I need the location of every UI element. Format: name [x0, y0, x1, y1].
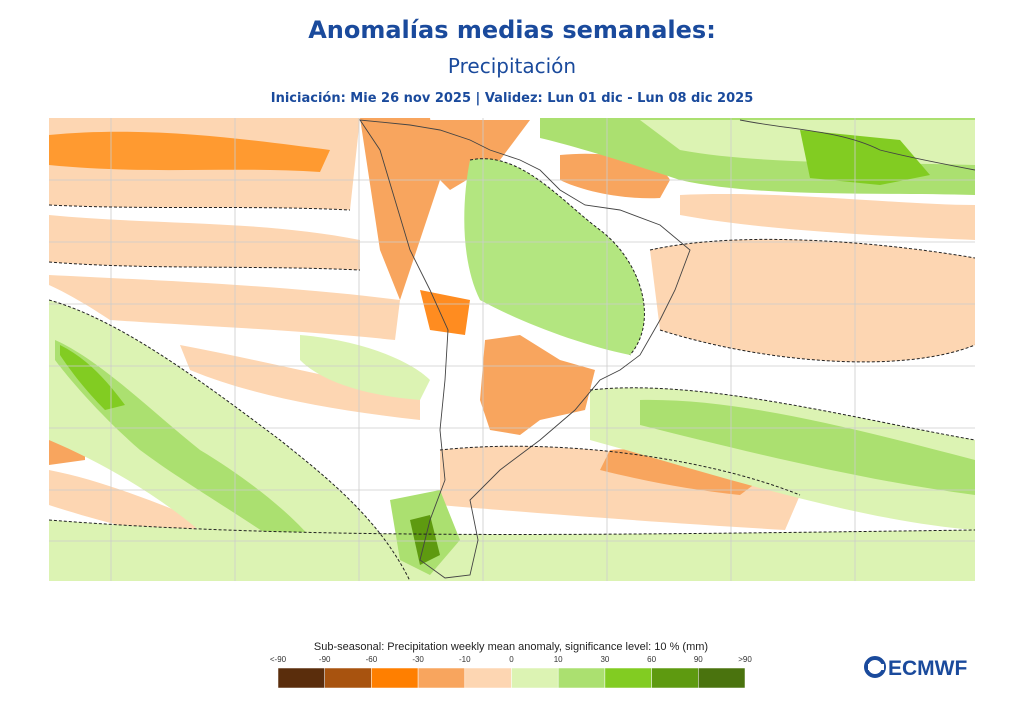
legend-label: -90: [319, 655, 331, 664]
legend-label: 60: [647, 655, 656, 664]
legend-label: 10: [554, 655, 563, 664]
color-box: [417, 667, 466, 689]
color-box: [698, 667, 746, 689]
color-box: [651, 667, 699, 689]
title: Anomalías medias semanales:: [308, 16, 716, 44]
color-box: [324, 667, 372, 689]
legend-label: 30: [600, 655, 609, 664]
logo: ECMWF: [864, 656, 967, 680]
color-box: [371, 667, 419, 689]
color-box: [557, 667, 606, 689]
color-box: [277, 667, 325, 689]
legend-label: -60: [366, 655, 378, 664]
legend-label: <-90: [270, 655, 287, 664]
legend-label: -30: [412, 655, 424, 664]
legend-label: >90: [738, 655, 752, 664]
color-box: [464, 667, 512, 689]
logo-text: ECMWF: [888, 657, 967, 680]
subtitle: Precipitación: [447, 54, 577, 78]
color-box: [511, 667, 559, 689]
legend-label: 90: [694, 655, 703, 664]
legend-label: 0: [509, 655, 514, 664]
legend-label: -10: [459, 655, 471, 664]
legend-title: Sub-seasonal: Precipitation weekly mean …: [314, 641, 708, 653]
legend: Sub-seasonal: Precipitation weekly mean …: [270, 641, 752, 689]
info-line: Iniciación: Mie 26 nov 2025 | Validez: L…: [270, 91, 754, 106]
map: [49, 118, 975, 581]
color-box: [604, 667, 652, 689]
